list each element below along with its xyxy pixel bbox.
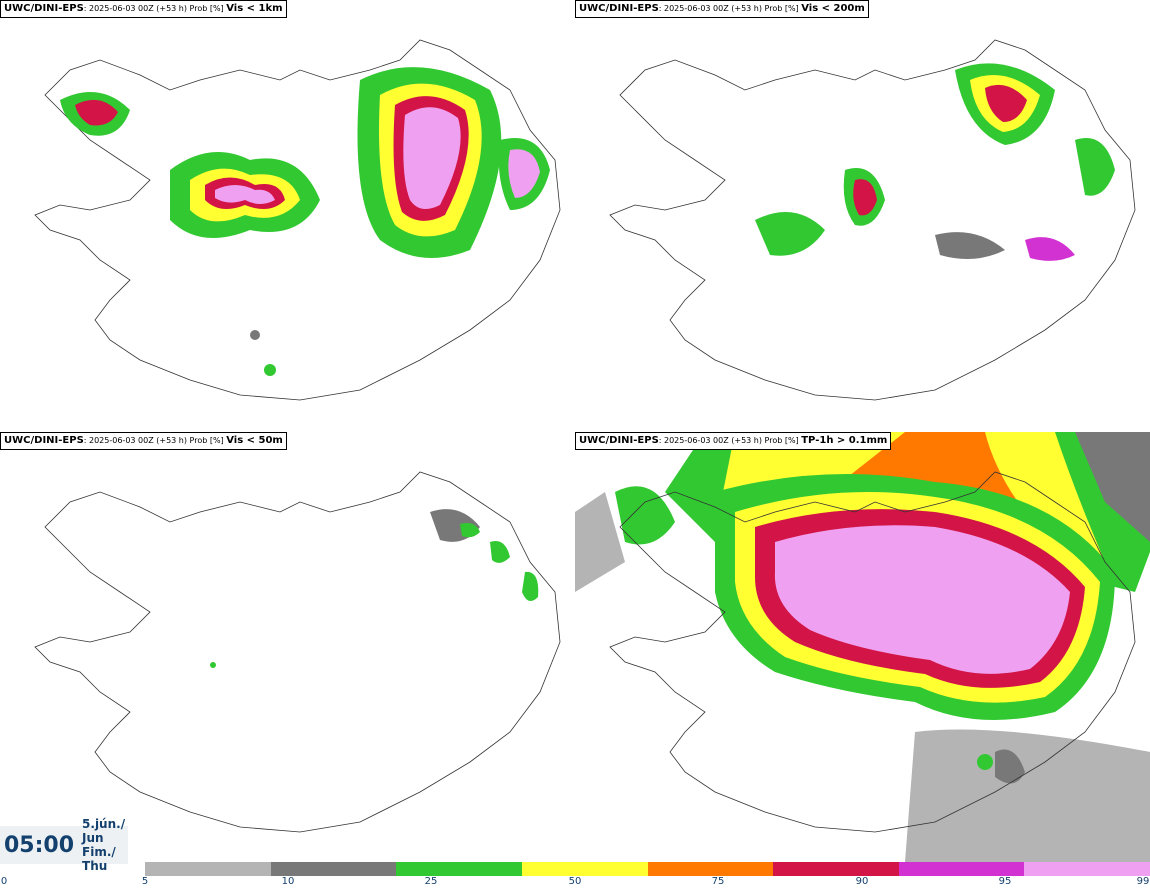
variable-label: Vis < 1km bbox=[226, 3, 283, 14]
legend-tick-label: 90 bbox=[855, 876, 869, 887]
model-source: UWC/DINI-EPS bbox=[4, 435, 84, 446]
legend-tick-label: 25 bbox=[424, 876, 438, 887]
legend-swatch bbox=[396, 862, 522, 876]
prob-fields bbox=[755, 63, 1115, 261]
legend-tick-label: 10 bbox=[281, 876, 295, 887]
valid-date: 5.jún./ Jun Fim./ Thu bbox=[82, 817, 128, 873]
legend-swatch bbox=[145, 862, 271, 876]
legend-colorbar bbox=[145, 862, 1150, 876]
map-panel-vis-200m: UWC/DINI-EPS: 2025-06-03 00Z (+53 h) Pro… bbox=[575, 0, 1150, 430]
variable-label: TP-1h > 0.1mm bbox=[801, 435, 888, 446]
prob-fields bbox=[60, 67, 550, 376]
run-info: : 2025-06-03 00Z (+53 h) Prob [%] bbox=[83, 4, 227, 13]
valid-time: 05:00 bbox=[4, 832, 75, 858]
legend-swatch bbox=[647, 862, 774, 876]
iceland-map bbox=[575, 432, 1150, 862]
iceland-map bbox=[609, 39, 1136, 401]
legend-tick-label: 50 bbox=[568, 876, 582, 887]
model-source: UWC/DINI-EPS bbox=[579, 435, 659, 446]
panel-title: UWC/DINI-EPS: 2025-06-03 00Z (+53 h) Pro… bbox=[0, 0, 287, 18]
map-panel-vis-1km: UWC/DINI-EPS: 2025-06-03 00Z (+53 h) Pro… bbox=[0, 0, 575, 430]
panel-title: UWC/DINI-EPS: 2025-06-03 00Z (+53 h) Pro… bbox=[575, 432, 892, 450]
map-panel-precip: UWC/DINI-EPS: 2025-06-03 00Z (+53 h) Pro… bbox=[575, 432, 1150, 862]
legend-swatch bbox=[521, 862, 648, 876]
legend-tick-label: 95 bbox=[998, 876, 1012, 887]
model-source: UWC/DINI-EPS bbox=[4, 3, 84, 14]
run-info: : 2025-06-03 00Z (+53 h) Prob [%] bbox=[83, 436, 227, 445]
variable-label: Vis < 50m bbox=[226, 435, 283, 446]
legend-tick-label: 75 bbox=[711, 876, 725, 887]
valid-time-box: 05:00 5.jún./ Jun Fim./ Thu bbox=[0, 817, 128, 873]
run-info: : 2025-06-03 00Z (+53 h) Prob [%] bbox=[658, 4, 802, 13]
panel-title: UWC/DINI-EPS: 2025-06-03 00Z (+53 h) Pro… bbox=[0, 432, 287, 450]
coastline bbox=[609, 39, 1136, 401]
map-panel-vis-50m: UWC/DINI-EPS: 2025-06-03 00Z (+53 h) Pro… bbox=[0, 432, 575, 862]
legend-swatch bbox=[773, 862, 899, 876]
legend-swatch bbox=[898, 862, 1025, 876]
model-source: UWC/DINI-EPS bbox=[579, 3, 659, 14]
coastline bbox=[34, 471, 561, 833]
legend-tick-label: 5 bbox=[141, 876, 149, 887]
coastline bbox=[609, 471, 1136, 833]
prob-fields bbox=[575, 432, 1150, 862]
legend-swatch bbox=[1024, 862, 1150, 876]
legend-tick-label: 99 bbox=[1136, 876, 1150, 887]
panel-title: UWC/DINI-EPS: 2025-06-03 00Z (+53 h) Pro… bbox=[575, 0, 869, 18]
coastline bbox=[34, 39, 561, 401]
legend-ticks: 0 5 10 25 50 75 90 95 99 bbox=[0, 876, 1150, 891]
iceland-map bbox=[34, 39, 561, 401]
legend-tick-label: 0 bbox=[0, 876, 8, 887]
prob-fields bbox=[210, 509, 539, 668]
run-info: : 2025-06-03 00Z (+53 h) Prob [%] bbox=[658, 436, 802, 445]
valid-date-line1: 5.jún./ Jun bbox=[82, 817, 126, 845]
valid-date-line2: Fim./ Thu bbox=[82, 845, 116, 873]
legend-swatch bbox=[270, 862, 397, 876]
iceland-map bbox=[34, 471, 561, 833]
variable-label: Vis < 200m bbox=[801, 3, 865, 14]
